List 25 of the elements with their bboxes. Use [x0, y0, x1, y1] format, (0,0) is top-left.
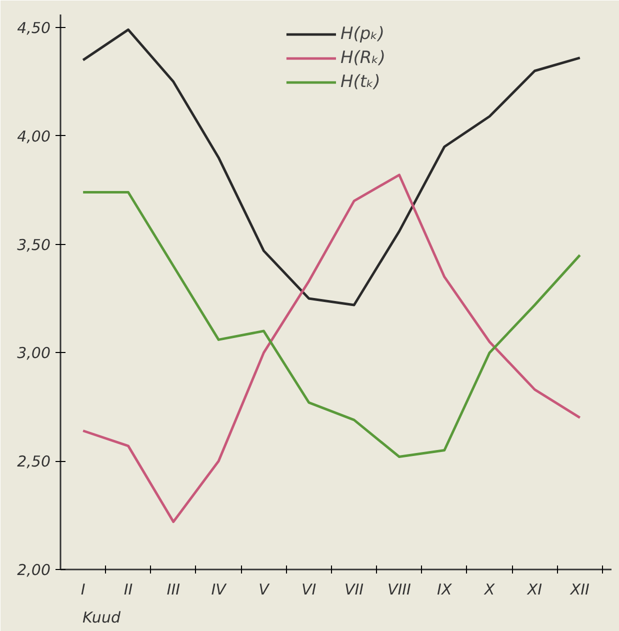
line-series	[82, 174, 582, 524]
legend-label: H(pₖ)	[340, 24, 385, 44]
line-series	[82, 28, 582, 306]
y-tick-label: 3,00	[17, 344, 51, 362]
y-tick-label: 2,50	[17, 452, 51, 471]
x-axis-title: Kuud	[82, 608, 121, 626]
x-tick-label: III	[166, 580, 181, 598]
y-tick-label: 3,50	[17, 236, 51, 254]
x-tick-label: VIII	[387, 580, 412, 598]
legend-label: H(Rₖ)	[340, 48, 386, 68]
line-series	[82, 191, 582, 458]
x-tick-label: IV	[211, 580, 228, 598]
x-tick-label: X	[483, 580, 496, 598]
x-tick-label: VI	[302, 580, 317, 598]
x-tick-label: XII	[569, 580, 590, 598]
y-tick-label: 2,00	[17, 561, 51, 579]
x-tick-label: XI	[526, 580, 543, 598]
x-tick-label: VII	[344, 580, 364, 598]
x-tick-label: V	[258, 580, 271, 598]
y-tick-label: 4,50	[17, 19, 51, 38]
y-tick-label: 4,00	[17, 127, 51, 146]
x-tick-label: I	[80, 580, 86, 598]
legend-label: H(tₖ)	[340, 72, 380, 92]
x-tick-label: II	[124, 580, 134, 598]
x-tick-label: IX	[437, 580, 452, 598]
